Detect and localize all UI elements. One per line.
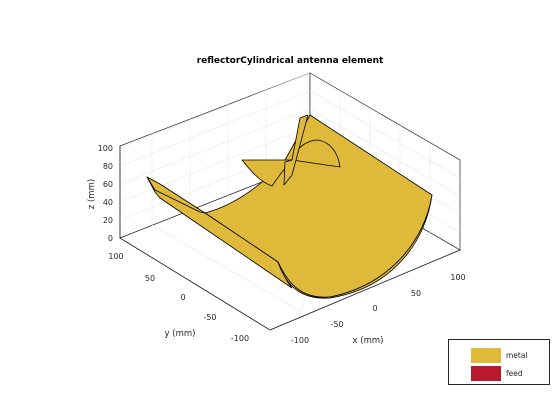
y-tick-label: -50	[203, 313, 216, 322]
legend-label: metal	[506, 350, 528, 360]
feed-stem	[283, 114, 309, 186]
legend: metal feed	[448, 339, 550, 385]
z-tick-label: 40	[103, 198, 113, 207]
metal-swatch	[471, 347, 501, 363]
x-axis-label: x (mm)	[353, 336, 384, 346]
y-tick-label: 50	[145, 274, 155, 283]
z-tick-label: 60	[103, 180, 113, 189]
z-axis-label: z (mm)	[87, 179, 97, 209]
z-tick-label: 20	[103, 216, 113, 225]
y-tick-label: -100	[231, 334, 249, 343]
figure-title: reflectorCylindrical antenna element	[197, 56, 384, 66]
feed-swatch	[471, 365, 501, 381]
reflector-front-surface	[277, 194, 433, 299]
y-axis-label: y (mm)	[165, 329, 196, 339]
y-ticks: 100 50 0 -50 -100	[108, 252, 249, 343]
z-tick-label: 100	[98, 144, 113, 153]
reflector-top-lip	[146, 176, 206, 214]
x-ticks: -100 -50 0 50 100	[291, 273, 466, 345]
x-tick-label: 0	[372, 304, 377, 313]
z-tick-label: 80	[103, 162, 113, 171]
x-tick-label: 100	[450, 273, 465, 282]
legend-item-feed: feed	[471, 365, 523, 381]
y-tick-label: 0	[180, 293, 185, 302]
x-tick-label: -100	[291, 336, 309, 345]
box-edges	[119, 146, 461, 331]
z-ticks: 0 20 40 60 80 100	[98, 144, 113, 243]
legend-label: feed	[506, 368, 523, 378]
reflector-antenna	[146, 114, 433, 299]
x-tick-label: -50	[330, 320, 343, 329]
legend-item-metal: metal	[471, 347, 528, 363]
z-tick-label: 0	[108, 234, 113, 243]
x-tick-label: 50	[411, 289, 421, 298]
y-tick-label: 100	[108, 252, 123, 261]
